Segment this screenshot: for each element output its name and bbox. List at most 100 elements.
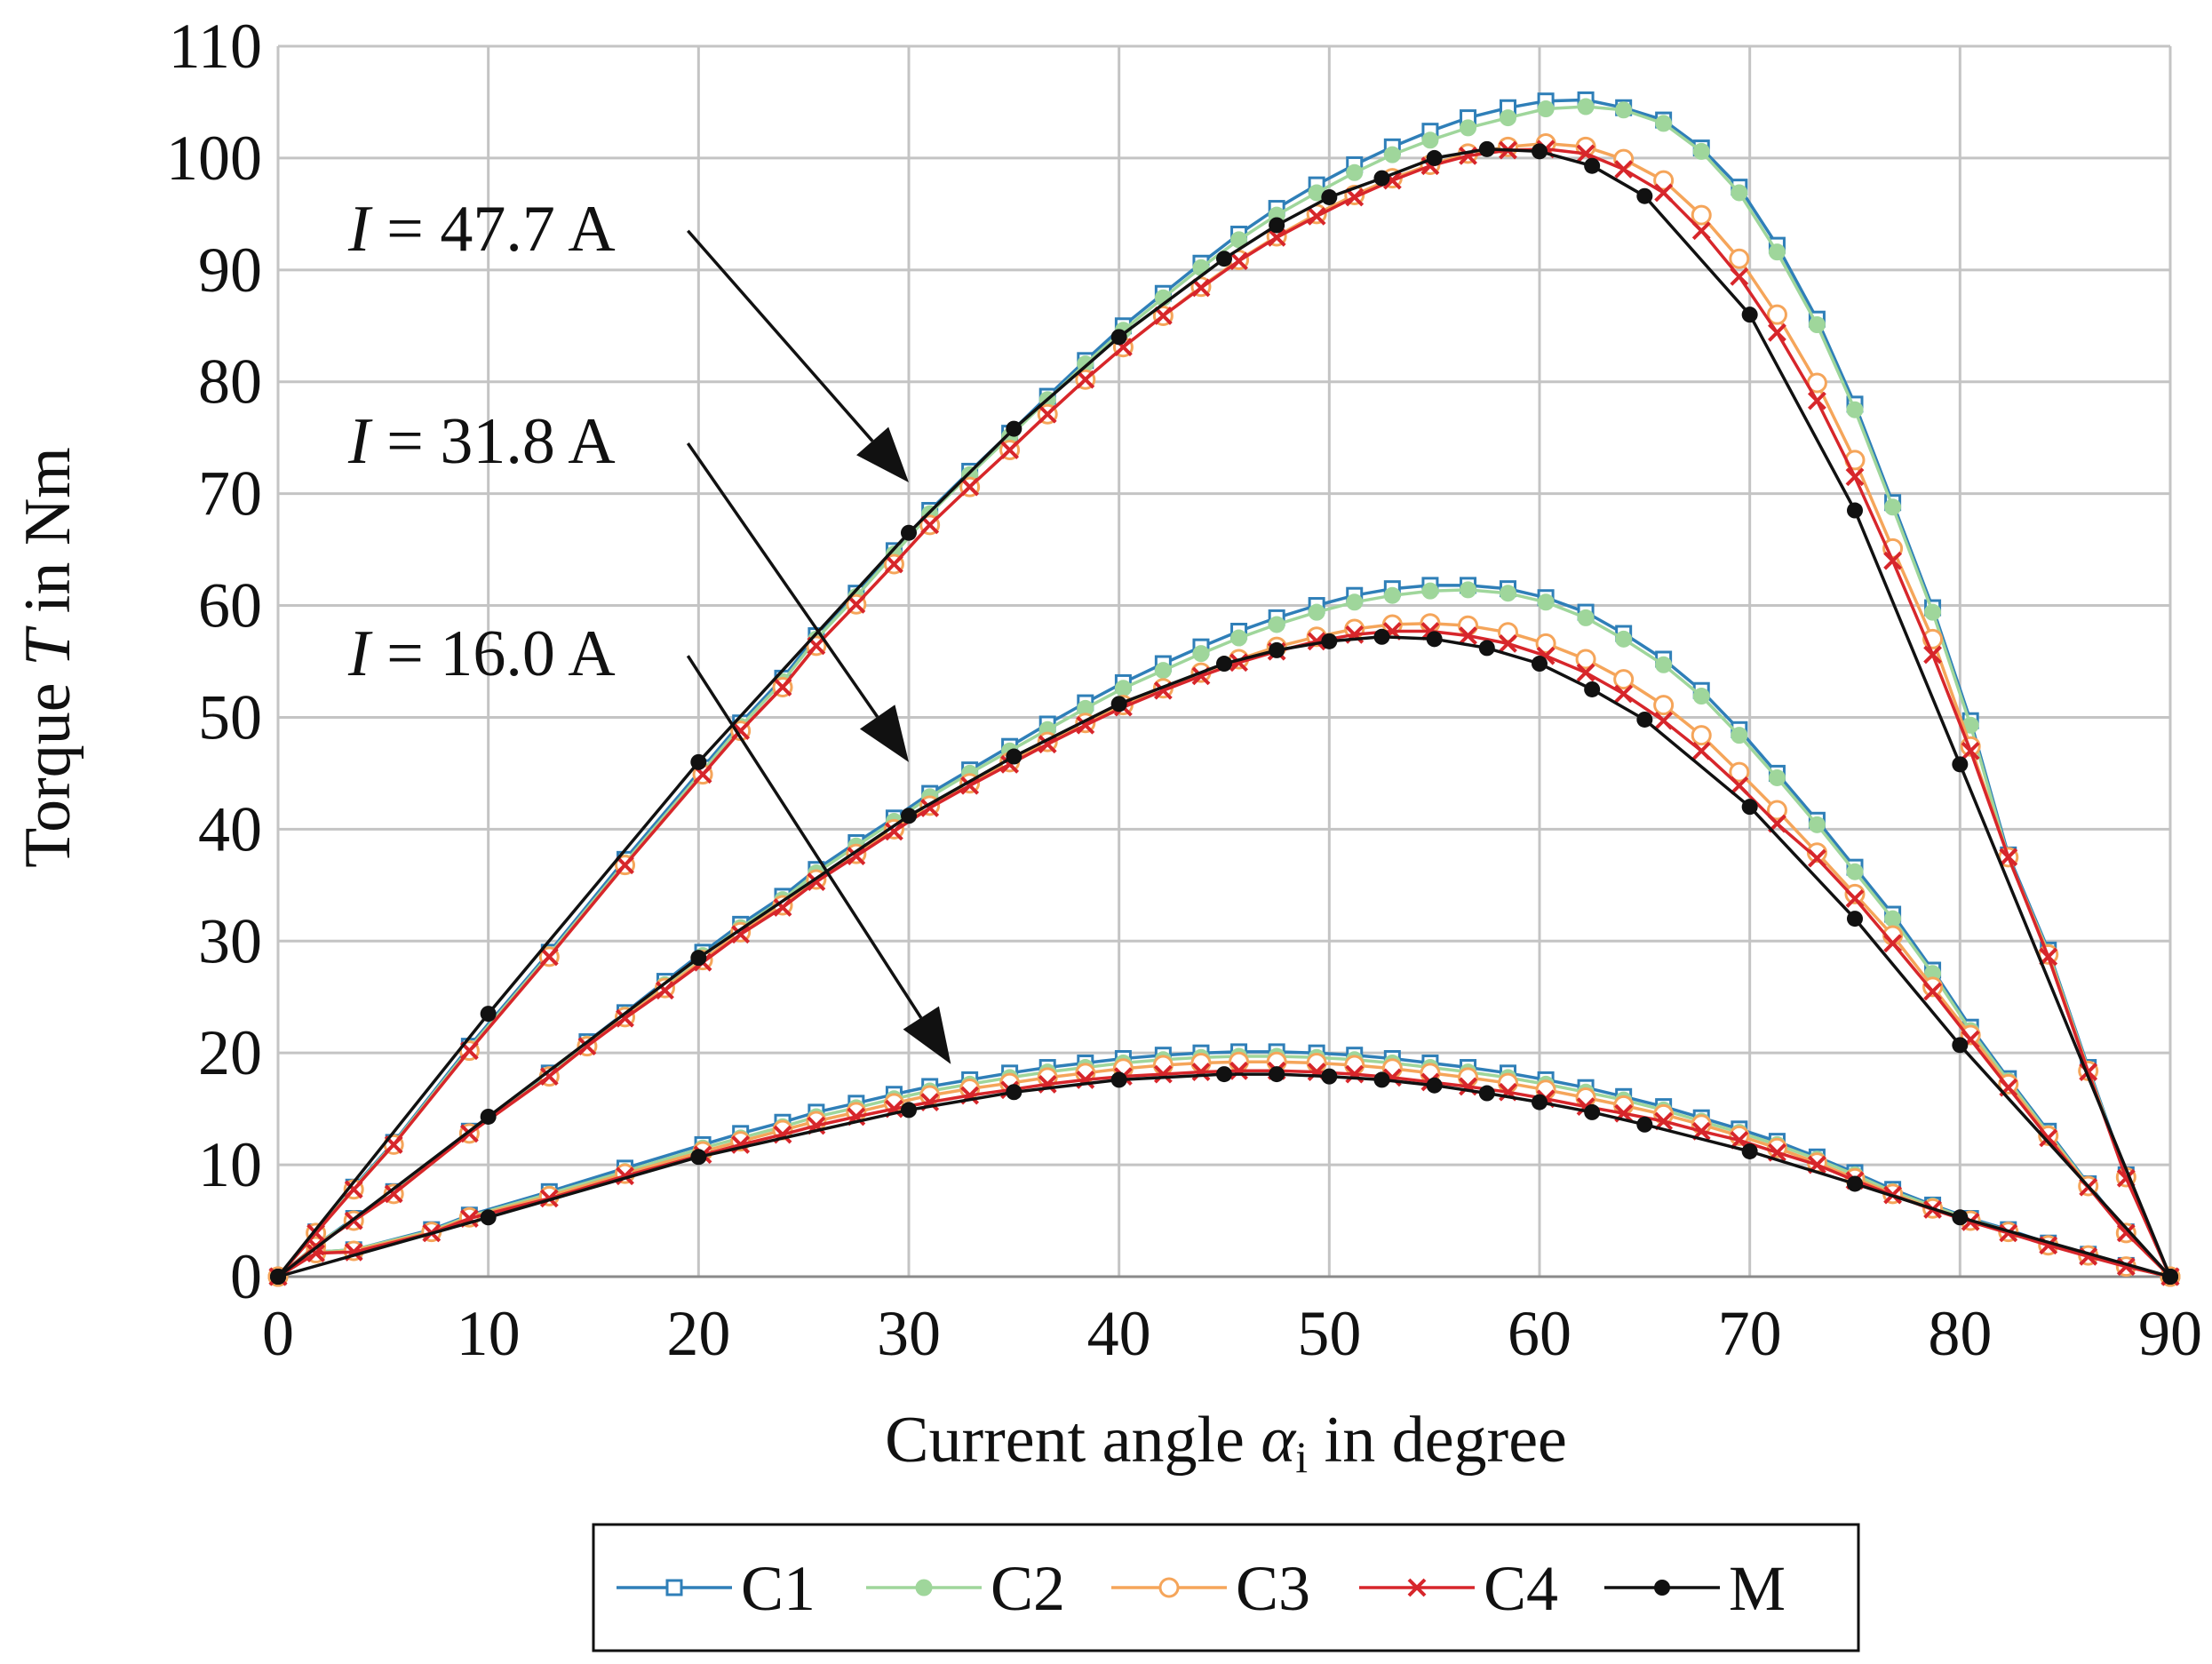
series-group <box>267 91 2181 1287</box>
series-line <box>276 629 2172 1278</box>
data-point <box>1924 603 1942 621</box>
legend-label: C2 <box>991 1553 1065 1624</box>
data-point <box>1577 609 1595 626</box>
data-point <box>616 856 634 875</box>
data-point <box>1613 669 1635 690</box>
data-point <box>1883 551 1903 570</box>
series-line <box>276 98 2172 1278</box>
data-point <box>1038 404 1057 424</box>
y-tick-label: 40 <box>198 793 262 864</box>
data-point <box>1321 1068 1338 1085</box>
series-line <box>277 1050 2171 1278</box>
y-tick-label: 100 <box>166 123 262 194</box>
data-point <box>539 947 559 967</box>
data-point <box>1373 1071 1390 1088</box>
data-point <box>1768 243 1786 261</box>
data-point <box>847 594 866 614</box>
annotation-arrowhead <box>859 705 909 762</box>
data-point <box>1191 1063 1211 1082</box>
data-point <box>1653 170 1675 191</box>
data-point <box>1076 370 1095 389</box>
data-point <box>1267 227 1286 247</box>
data-point <box>1038 735 1057 754</box>
y-tick-label: 80 <box>198 346 262 418</box>
data-point <box>1153 307 1173 325</box>
data-point <box>1847 1175 1863 1192</box>
data-point <box>1636 711 1653 728</box>
data-point <box>480 1108 497 1125</box>
data-point <box>1153 1064 1173 1084</box>
y-tick-label: 20 <box>198 1017 262 1088</box>
data-point <box>1730 267 1749 286</box>
annotation-arrow-line <box>687 229 874 442</box>
x-tick-label: 70 <box>1718 1298 1782 1369</box>
data-point <box>1692 688 1710 705</box>
data-point <box>1460 119 1477 137</box>
annotation-arrow-line <box>686 655 923 1019</box>
x-axis-title: Current angle αi in degree <box>885 1404 1567 1482</box>
data-point <box>1636 1116 1653 1133</box>
data-point <box>1923 982 1942 1001</box>
series-line <box>277 1069 2171 1278</box>
data-point <box>1344 1055 1365 1076</box>
legend-label: C4 <box>1484 1553 1558 1624</box>
data-point <box>1741 1143 1758 1159</box>
data-point <box>1006 420 1022 437</box>
data-point <box>1426 1077 1443 1094</box>
data-point <box>773 678 792 697</box>
data-point <box>1498 136 1518 157</box>
legend-marker <box>665 1579 683 1596</box>
annotation-label: I = 47.7 A <box>347 193 616 266</box>
data-point <box>1961 741 1980 760</box>
data-point <box>1729 761 1750 783</box>
data-point <box>1190 1053 1212 1074</box>
data-point <box>1307 632 1326 651</box>
y-tick-label: 110 <box>169 11 262 82</box>
data-point <box>1654 711 1674 730</box>
data-point <box>1846 863 1864 880</box>
legend-label: M <box>1729 1553 1786 1624</box>
data-point <box>480 1006 497 1023</box>
data-point <box>1584 681 1601 697</box>
data-point <box>1269 217 1285 234</box>
data-point <box>1999 1223 2018 1243</box>
series-c3 <box>267 133 2181 1287</box>
data-point <box>1655 115 1673 132</box>
data-point <box>1383 586 1401 604</box>
data-point <box>1999 848 2018 867</box>
data-point <box>1216 251 1232 267</box>
data-point <box>1576 663 1595 682</box>
data-point <box>1076 715 1095 735</box>
data-point <box>2039 1128 2058 1148</box>
data-point <box>1152 1055 1174 1076</box>
data-point <box>1806 842 1827 864</box>
series-line <box>277 1060 2171 1278</box>
annotation-label: I = 31.8 A <box>347 405 616 478</box>
data-point <box>1575 649 1596 670</box>
tick-labels: 0 10 20 30 40 50 60 70 80 90 0 10 20 30 40 50 60 70 80 90 10… <box>166 11 2202 1369</box>
data-point <box>1478 140 1495 157</box>
data-point <box>1636 187 1653 204</box>
x-tick-label: 60 <box>1508 1298 1571 1369</box>
x-tick-label: 50 <box>1297 1298 1361 1369</box>
data-point <box>2039 947 2058 967</box>
data-point <box>1306 1053 1327 1074</box>
annotation-arrow-line <box>686 442 879 718</box>
data-point <box>1731 184 1748 202</box>
data-point <box>847 847 866 865</box>
legend-label: C1 <box>741 1553 816 1624</box>
data-point <box>1499 633 1517 653</box>
series-line <box>276 147 2172 1278</box>
series-line <box>276 141 2172 1278</box>
data-point <box>1229 1051 1250 1072</box>
data-point <box>1006 1084 1022 1101</box>
data-point <box>1110 696 1127 713</box>
data-point <box>1500 109 1516 127</box>
data-point <box>2116 1223 2136 1243</box>
legend-marker <box>1407 1578 1427 1597</box>
data-point <box>1321 188 1338 205</box>
data-point <box>1615 630 1633 648</box>
data-point <box>1766 800 1787 821</box>
data-point <box>1577 98 1595 115</box>
